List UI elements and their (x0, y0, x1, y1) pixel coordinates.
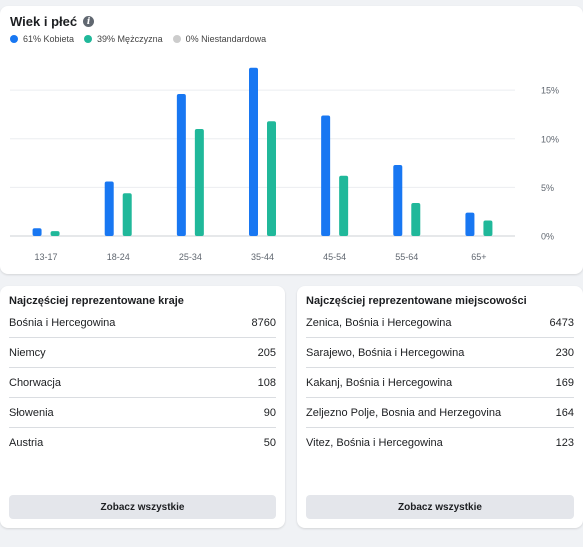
bar-male (411, 202, 421, 236)
y-tick-label: 0% (541, 232, 554, 242)
city-name: Vitez, Bośnia i Hercegowina (306, 437, 443, 449)
x-tick-label: 25-34 (179, 252, 202, 262)
bar-female (321, 115, 331, 236)
chart-title-row: Wiek i płeć i (10, 14, 95, 29)
legend-label-female: 61% Kobieta (23, 34, 75, 44)
bar-male (194, 129, 204, 236)
bar-female (104, 181, 114, 236)
x-tick-label: 65+ (471, 252, 486, 262)
top-cities-card: Najczęściej reprezentowane miejscowości … (297, 286, 583, 528)
age-gender-card: Wiek i płeć i 61% Kobieta 39% Mężczyzna … (0, 6, 583, 274)
country-name: Bośnia i Hercegowina (9, 316, 116, 329)
bar-male (122, 193, 132, 236)
country-count: 90 (263, 406, 276, 419)
legend-item-custom: 0% Niestandardowa (172, 34, 267, 44)
countries-title: Najczęściej reprezentowane kraje (9, 295, 184, 307)
country-count: 108 (257, 376, 276, 389)
bar-female (32, 228, 42, 236)
bar-male (50, 231, 60, 236)
legend-item-male: 39% Mężczyzna (84, 34, 163, 44)
city-name: Kakanj, Bośnia i Hercegowina (306, 376, 453, 389)
see-all-cities-button[interactable]: Zobacz wszystkie (306, 495, 574, 519)
cities-title: Najczęściej reprezentowane miejscowości (306, 295, 527, 307)
list-item: Sarajewo, Bośnia i Hercegowina 230 (306, 338, 574, 368)
list-item: Zenica, Bośnia i Hercegowina 6473 (306, 308, 574, 338)
legend-dot-male (84, 35, 93, 43)
legend-dot-custom (172, 35, 181, 43)
info-icon[interactable]: i (83, 16, 95, 27)
list-item: Słowenia 90 (9, 398, 276, 428)
see-all-countries-button[interactable]: Zobacz wszystkie (9, 495, 276, 519)
city-count: 164 (555, 406, 574, 419)
bar-male (339, 175, 349, 236)
top-countries-card: Najczęściej reprezentowane kraje Bośnia … (0, 286, 285, 528)
city-count: 169 (555, 376, 574, 389)
bar-female (465, 212, 475, 236)
x-tick-label: 13-17 (35, 252, 58, 262)
country-name: Chorwacja (9, 376, 61, 389)
countries-list: Bośnia i Hercegowina 8760 Niemcy 205 Cho… (9, 308, 276, 458)
x-tick-label: 35-44 (251, 252, 274, 262)
legend-label-custom: 0% Niestandardowa (185, 34, 267, 44)
x-tick-label: 45-54 (323, 252, 346, 262)
x-tick-label: 55-64 (395, 252, 418, 262)
city-name: Zenica, Bośnia i Hercegowina (306, 316, 452, 329)
list-item: Niemcy 205 (9, 338, 276, 368)
list-item: Vitez, Bośnia i Hercegowina 123 (306, 428, 574, 458)
city-count: 6473 (549, 316, 574, 329)
bar-male (483, 220, 493, 236)
city-count: 123 (555, 437, 574, 449)
legend-label-male: 39% Mężczyzna (97, 34, 163, 44)
city-count: 230 (555, 346, 574, 359)
country-count: 50 (263, 437, 276, 449)
country-count: 8760 (251, 316, 276, 329)
country-count: 205 (257, 346, 276, 359)
bar-female (393, 165, 403, 236)
x-tick-label: 18-24 (107, 252, 130, 262)
y-tick-label: 5% (541, 183, 554, 193)
country-name: Słowenia (9, 406, 54, 419)
country-name: Austria (9, 437, 44, 449)
list-item: Zeljezno Polje, Bosnia and Herzegovina 1… (306, 398, 574, 428)
legend-dot-female (10, 35, 18, 43)
bar-female (176, 94, 186, 236)
legend-item-female: 61% Kobieta (10, 34, 74, 44)
list-item: Bośnia i Hercegowina 8760 (9, 308, 276, 338)
cities-list: Zenica, Bośnia i Hercegowina 6473 Saraje… (306, 308, 574, 458)
age-gender-chart: 0% 5% 10% 15% 13-17 18-24 25-34 35-44 45-54 55-64… (10, 67, 559, 262)
city-name: Zeljezno Polje, Bosnia and Herzegovina (306, 406, 502, 419)
list-item: Austria 50 (9, 428, 276, 458)
bar-male (267, 121, 276, 236)
chart-title: Wiek i płeć (10, 14, 78, 29)
country-name: Niemcy (9, 346, 46, 359)
list-item: Chorwacja 108 (9, 368, 276, 398)
y-tick-label: 10% (541, 134, 559, 144)
bar-female (249, 67, 258, 236)
city-name: Sarajewo, Bośnia i Hercegowina (306, 346, 465, 359)
chart-legend: 61% Kobieta 39% Mężczyzna 0% Niestandard… (10, 34, 266, 44)
y-tick-label: 15% (541, 86, 559, 96)
list-item: Kakanj, Bośnia i Hercegowina 169 (306, 368, 574, 398)
